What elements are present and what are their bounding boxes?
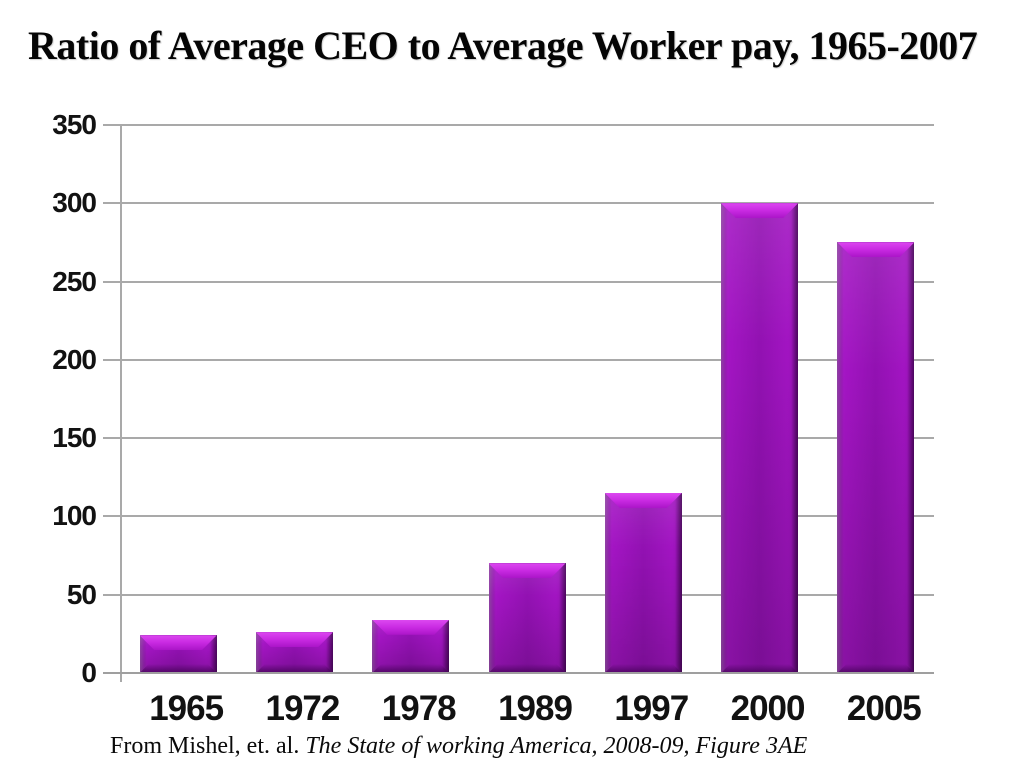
y-axis-tick xyxy=(103,280,120,283)
gridline xyxy=(120,124,934,126)
bar-1972 xyxy=(255,632,333,673)
gridline xyxy=(120,280,934,283)
source-citation-title: The State of working America, 2008-09, F… xyxy=(305,733,808,759)
x-axis-label: 1978 xyxy=(381,689,457,728)
y-axis-label: 300 xyxy=(52,187,97,219)
bar-1997 xyxy=(604,492,682,673)
y-axis-tick xyxy=(103,358,120,361)
bar-1978 xyxy=(372,619,450,673)
y-axis-tick xyxy=(103,437,120,440)
x-axis-label: 1965 xyxy=(149,689,224,728)
y-axis-tick xyxy=(103,124,120,126)
y-axis-tick xyxy=(103,593,120,596)
x-axis-label: 2005 xyxy=(846,689,922,728)
gridline xyxy=(120,358,934,361)
y-axis-label: 200 xyxy=(52,343,97,375)
gridline xyxy=(120,202,934,205)
chart-title: Ratio of Average CEO to Average Worker p… xyxy=(28,23,978,68)
x-axis-label: 1972 xyxy=(265,689,340,728)
y-axis-tick xyxy=(103,202,120,205)
y-axis-label: 0 xyxy=(81,657,97,688)
x-axis-line xyxy=(103,672,934,674)
gridline xyxy=(120,437,934,440)
bar-1965 xyxy=(139,635,217,673)
y-axis-line xyxy=(120,125,122,682)
x-axis-label: 2000 xyxy=(730,689,806,728)
bar-2005 xyxy=(837,242,915,673)
gridline xyxy=(120,515,934,518)
y-axis-label: 250 xyxy=(52,265,97,297)
y-axis-label: 50 xyxy=(66,578,97,610)
bar-2000 xyxy=(721,203,799,673)
x-axis-label: 1989 xyxy=(498,689,573,728)
bar-1989 xyxy=(488,563,566,673)
source-citation: From Mishel, et. al. The State of workin… xyxy=(110,733,807,760)
x-axis-label: 1997 xyxy=(614,689,689,728)
y-axis-label: 100 xyxy=(52,500,97,532)
source-citation-prefix: From Mishel, et. al. xyxy=(110,733,306,759)
y-axis-label: 350 xyxy=(52,109,97,140)
y-axis-label: 150 xyxy=(52,422,97,454)
y-axis-tick xyxy=(103,515,120,518)
